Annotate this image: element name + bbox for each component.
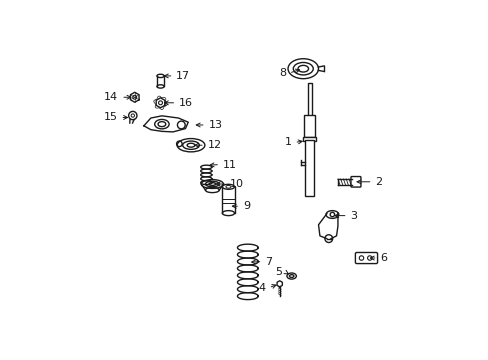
Text: 1: 1 (284, 138, 291, 148)
FancyBboxPatch shape (355, 252, 377, 264)
Text: 10: 10 (229, 179, 244, 189)
Text: 3: 3 (350, 211, 357, 221)
Text: 12: 12 (207, 140, 222, 150)
Polygon shape (156, 98, 164, 108)
Text: 13: 13 (208, 120, 222, 130)
Text: 16: 16 (179, 98, 193, 108)
FancyBboxPatch shape (350, 176, 360, 187)
FancyBboxPatch shape (303, 137, 315, 141)
Polygon shape (130, 92, 139, 102)
FancyBboxPatch shape (307, 84, 311, 117)
Text: 6: 6 (380, 253, 386, 263)
Text: 7: 7 (265, 257, 272, 267)
FancyBboxPatch shape (304, 115, 315, 138)
Text: 9: 9 (243, 201, 249, 211)
Text: 14: 14 (104, 92, 118, 102)
Text: 11: 11 (223, 159, 236, 170)
Text: 8: 8 (278, 68, 285, 78)
Text: 4: 4 (258, 283, 265, 293)
Text: 15: 15 (103, 112, 117, 122)
Text: 2: 2 (375, 177, 382, 187)
Text: 5: 5 (275, 267, 282, 277)
FancyBboxPatch shape (305, 140, 313, 195)
Text: 17: 17 (176, 71, 190, 81)
